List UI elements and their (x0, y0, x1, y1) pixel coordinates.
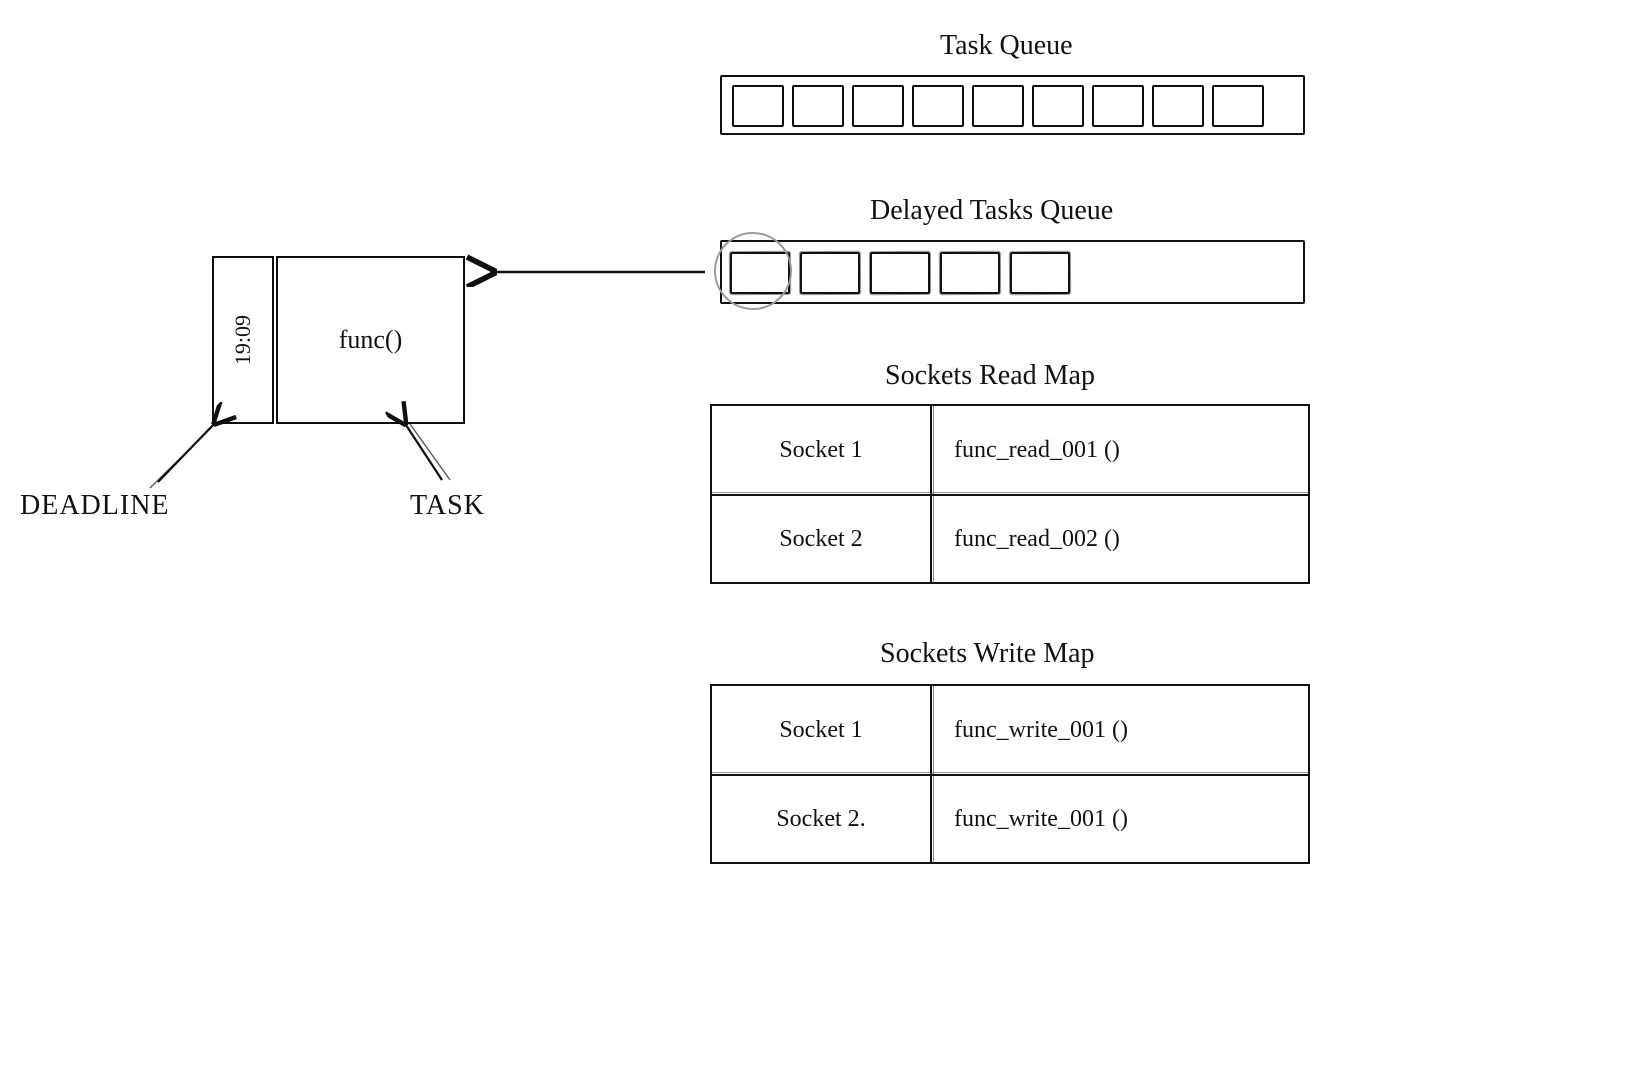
delayed-queue-box (720, 240, 1305, 304)
delayed-queue-cell (940, 252, 1000, 294)
task-queue-cell (1152, 85, 1204, 127)
table-row: Socket 1 func_write_001 () (712, 686, 1308, 774)
task-queue-cells (732, 85, 1293, 125)
task-func-label: func() (339, 325, 403, 355)
func-cell: func_write_001 () (932, 776, 1308, 862)
task-queue-box (720, 75, 1305, 135)
task-caption: TASK (410, 490, 485, 522)
write-map-table: Socket 1 func_write_001 () Socket 2. fun… (710, 684, 1310, 864)
deadline-value: 19:09 (230, 315, 256, 365)
deadline-caption: DEADLINE (20, 490, 170, 522)
table-row: Socket 1 func_read_001 () (712, 406, 1308, 494)
delayed-task-detail: 19:09 func() (212, 256, 465, 424)
task-queue-title: Task Queue (940, 30, 1073, 62)
task-queue-cell (1032, 85, 1084, 127)
write-map-title: Sockets Write Map (880, 638, 1095, 670)
task-queue-cell (792, 85, 844, 127)
table-row: Socket 2. func_write_001 () (712, 774, 1308, 862)
task-queue-cell (912, 85, 964, 127)
delayed-queue-title: Delayed Tasks Queue (870, 195, 1113, 227)
table-row: Socket 2 func_read_002 () (712, 494, 1308, 582)
task-queue-cell (852, 85, 904, 127)
delayed-queue-cells (730, 252, 1070, 294)
task-func-box: func() (276, 256, 465, 424)
task-queue-cell (1212, 85, 1264, 127)
task-queue-cell (972, 85, 1024, 127)
delayed-queue-cell (800, 252, 860, 294)
socket-cell: Socket 1 (712, 686, 932, 774)
delayed-queue-cell (1010, 252, 1070, 294)
deadline-strip: 19:09 (212, 256, 274, 424)
socket-cell: Socket 2. (712, 776, 932, 862)
task-queue-cell (732, 85, 784, 127)
read-map-table: Socket 1 func_read_001 () Socket 2 func_… (710, 404, 1310, 584)
func-cell: func_read_002 () (932, 496, 1308, 582)
task-queue-cell (1092, 85, 1144, 127)
delayed-queue-cell (870, 252, 930, 294)
socket-cell: Socket 2 (712, 496, 932, 582)
socket-cell: Socket 1 (712, 406, 932, 494)
delayed-queue-cell (730, 252, 790, 294)
func-cell: func_read_001 () (932, 406, 1308, 494)
read-map-title: Sockets Read Map (885, 360, 1095, 392)
diagram-stage: Task Queue Delayed Tasks Queue 19:09 fun… (0, 0, 1636, 1082)
func-cell: func_write_001 () (932, 686, 1308, 774)
